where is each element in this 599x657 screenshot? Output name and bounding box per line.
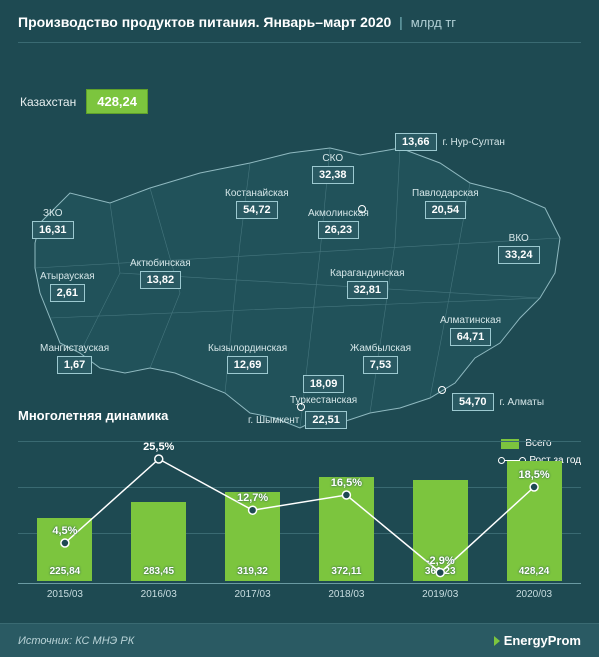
- growth-line: [18, 441, 581, 581]
- brand-text: EnergyProm: [504, 633, 581, 648]
- footer: Источник: КС МНЭ РК EnergyProm: [0, 623, 599, 657]
- unit: млрд тг: [411, 15, 456, 30]
- region-name: ВКО: [509, 233, 529, 244]
- region-tag: г. Шымкент 22,51: [248, 411, 347, 429]
- national-total: Казахстан 428,24: [20, 89, 148, 114]
- region-value: 13,82: [140, 271, 182, 289]
- region-value: 26,23: [318, 221, 360, 239]
- region-tag: Жамбылская 7,53: [350, 343, 411, 374]
- region-name: Костанайская: [225, 188, 289, 199]
- region-value: 54,72: [236, 201, 278, 219]
- region-tag: Карагандинская 32,81: [330, 268, 405, 299]
- region-tag: 54,70 г. Алматы: [452, 393, 544, 411]
- x-tick: 2017/03: [213, 584, 292, 609]
- region-tag: СКО 32,38: [312, 153, 354, 184]
- x-axis: 2015/03 2016/03 2017/03 2018/03 2019/03 2020/…: [18, 583, 581, 609]
- region-tag: ЗКО 16,31: [32, 208, 74, 239]
- growth-label: 16,5%: [331, 477, 362, 489]
- growth-label: -2,9%: [426, 555, 455, 567]
- region-name: Атырауская: [40, 271, 95, 282]
- region-value: 12,69: [227, 356, 269, 374]
- region-value: 1,67: [57, 356, 92, 374]
- growth-label: 25,5%: [143, 441, 174, 453]
- source-text: Источник: КС МНЭ РК: [18, 635, 134, 647]
- region-name: Жамбылская: [350, 343, 411, 354]
- region-value: 22,51: [305, 411, 347, 429]
- city-marker-shymkent: [297, 403, 305, 411]
- region-tag: Алматинская 64,71: [440, 315, 501, 346]
- region-name: СКО: [322, 153, 343, 164]
- region-value: 16,31: [32, 221, 74, 239]
- city-marker-almaty: [438, 386, 446, 394]
- growth-marker: [342, 491, 350, 499]
- region-value: 13,66: [395, 133, 437, 151]
- region-tag: 13,66 г. Нур-Султан: [395, 133, 505, 151]
- chart: 225,84283,45319,32372,11361,23428,24 201…: [0, 429, 599, 609]
- national-label: Казахстан: [20, 95, 76, 109]
- region-tag: Атырауская 2,61: [40, 271, 95, 302]
- separator: |: [399, 14, 403, 30]
- region-tag: Кызылординская 12,69: [208, 343, 287, 374]
- region-value: 32,81: [347, 281, 389, 299]
- region-name: Мангистауская: [40, 343, 109, 354]
- region-value: 54,70: [452, 393, 494, 411]
- region-value: 7,53: [363, 356, 398, 374]
- region-value: 33,24: [498, 246, 540, 264]
- region-tag: Мангистауская 1,67: [40, 343, 109, 374]
- city-marker-nursultan: [358, 205, 366, 213]
- region-tag: 18,09Туркестанская: [290, 375, 357, 406]
- region-tag: ВКО 33,24: [498, 233, 540, 264]
- x-tick: 2016/03: [119, 584, 198, 609]
- region-name: ЗКО: [43, 208, 63, 219]
- region-tag: Актюбинская 13,82: [130, 258, 191, 289]
- x-tick: 2018/03: [307, 584, 386, 609]
- region-name: Карагандинская: [330, 268, 405, 279]
- region-name: Актюбинская: [130, 258, 191, 269]
- x-tick: 2020/03: [495, 584, 574, 609]
- region-value: 20,54: [425, 201, 467, 219]
- region-value: 2,61: [50, 284, 85, 302]
- brand-caret-icon: [494, 636, 500, 646]
- region-name: Павлодарская: [412, 188, 479, 199]
- region-value: 32,38: [312, 166, 354, 184]
- region-value: 18,09: [303, 375, 345, 393]
- brand-logo: EnergyProm: [494, 633, 581, 648]
- growth-label: 12,7%: [237, 492, 268, 504]
- region-name: Кызылординская: [208, 343, 287, 354]
- region-tag: Костанайская 54,72: [225, 188, 289, 219]
- growth-marker: [249, 506, 257, 514]
- region-name: г. Шымкент: [248, 415, 299, 426]
- region-name: г. Алматы: [500, 397, 544, 408]
- header-divider: [18, 42, 581, 43]
- x-tick: 2019/03: [401, 584, 480, 609]
- x-tick: 2015/03: [26, 584, 105, 609]
- growth-marker: [61, 539, 69, 547]
- national-value: 428,24: [86, 89, 148, 114]
- region-name: г. Нур-Султан: [443, 137, 505, 148]
- region-value: 64,71: [450, 328, 492, 346]
- growth-marker: [155, 455, 163, 463]
- growth-marker: [530, 483, 538, 491]
- growth-label: 18,5%: [518, 469, 549, 481]
- title: Производство продуктов питания. Январь–м…: [18, 14, 391, 30]
- header: Производство продуктов питания. Январь–м…: [0, 0, 599, 36]
- region-name: Алматинская: [440, 315, 501, 326]
- growth-label: 4,5%: [52, 525, 77, 537]
- growth-marker: [436, 569, 444, 577]
- map-area: Казахстан 428,24 ЗКО 16,31 Атырауская 2,61 М…: [0, 53, 599, 408]
- region-tag: Павлодарская 20,54: [412, 188, 479, 219]
